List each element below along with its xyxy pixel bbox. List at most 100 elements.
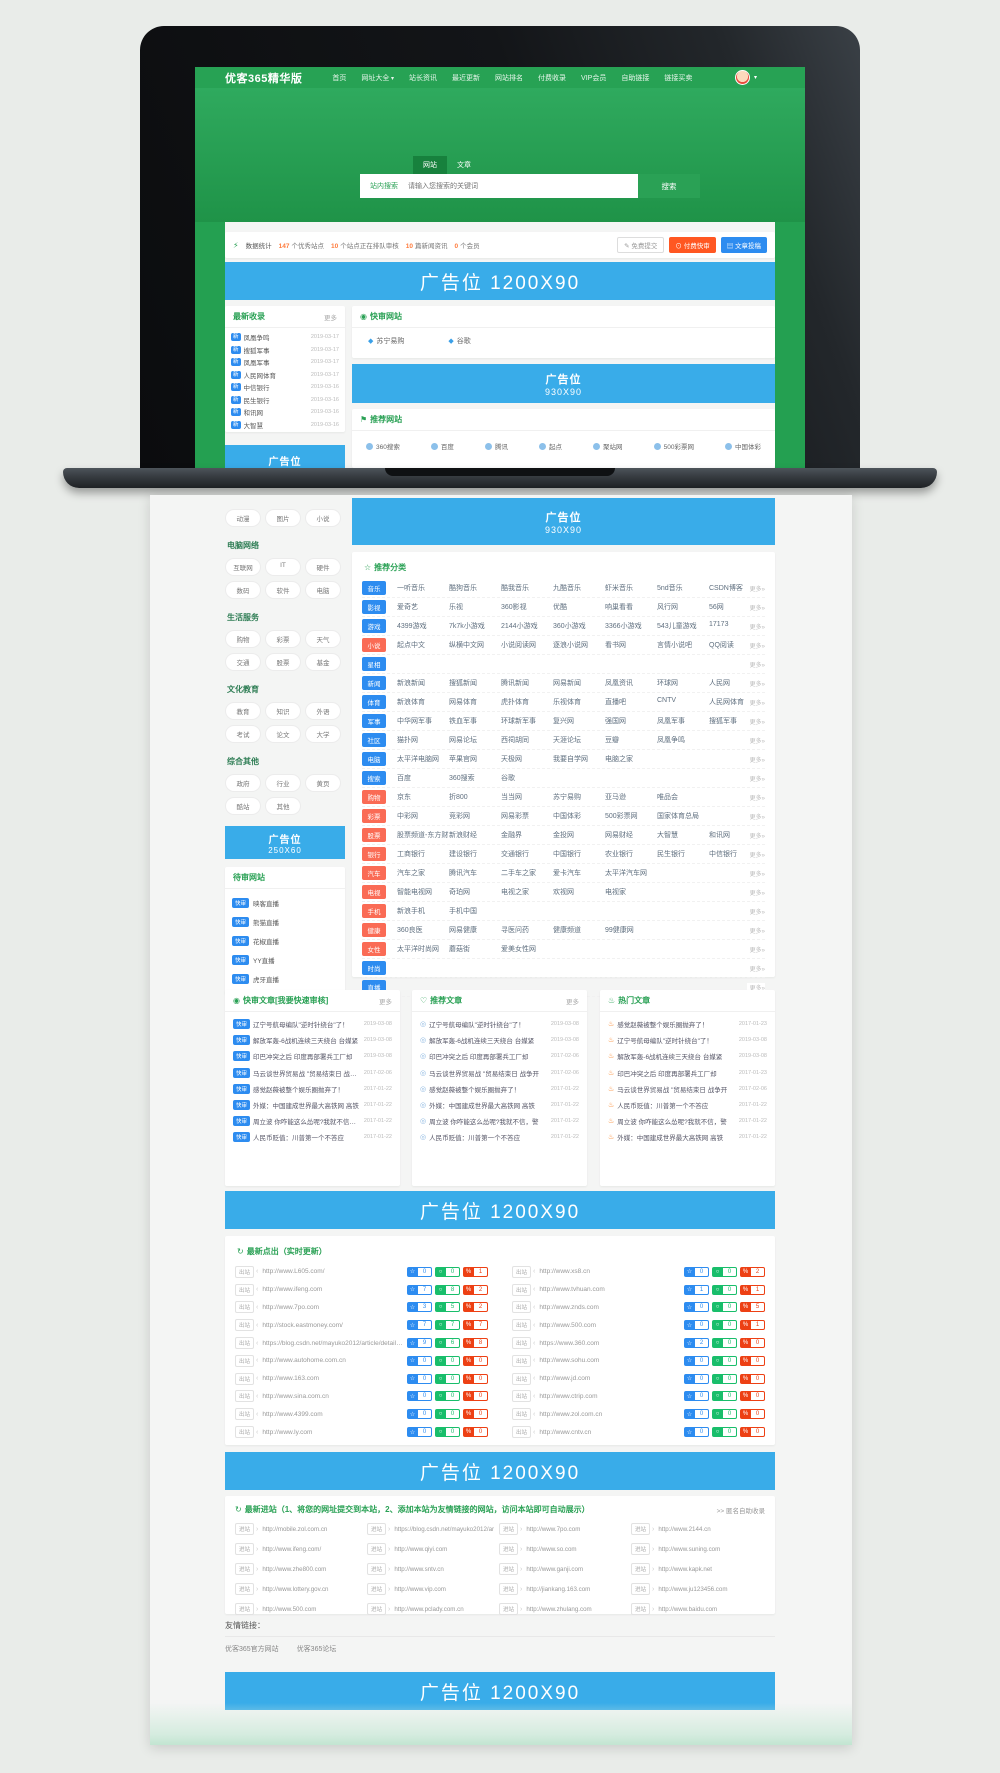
category-pill[interactable]: 酷站 (225, 797, 261, 815)
outbound-url[interactable]: http://www.zol.com.cn (539, 1410, 603, 1418)
article-title[interactable]: 印巴冲突之后 印度再部署兵工厂却 (253, 1054, 353, 1062)
article-item[interactable]: ♨ 周立波 你咋能这么怂呢?我就不信，警 2017-01-22 (608, 1113, 767, 1129)
outbound-url[interactable]: http://www.163.com (262, 1375, 320, 1383)
category-pill[interactable]: 知识 (265, 702, 301, 720)
article-title[interactable]: 辽宁号航母编队"逆时针绕台"了！ (429, 1022, 525, 1030)
article-title[interactable]: 人民币贬值：川普第一个不答应 (429, 1135, 521, 1143)
outbound-url[interactable]: https://www.360.com (539, 1339, 600, 1347)
site-link[interactable]: 99健康网 (605, 927, 634, 934)
site-link[interactable]: 环球网 (657, 680, 678, 687)
category-badge[interactable]: 汽车 (362, 866, 386, 880)
list-item[interactable]: 新人民网体育 2019-03-17 (231, 369, 339, 382)
category-badge[interactable]: 手机 (362, 904, 386, 918)
site-link[interactable]: 乐视体育 (553, 699, 581, 706)
recommend-site[interactable]: 聚站网 (593, 441, 623, 451)
more-link[interactable]: 更多» (746, 716, 765, 726)
site-link[interactable]: 电视家 (605, 889, 626, 896)
site-link[interactable]: 九酷音乐 (553, 585, 581, 592)
site-link[interactable]: 腾讯新闻 (501, 680, 529, 687)
site-link[interactable]: 和讯网 (709, 832, 730, 839)
site-link[interactable]: 中信银行 (709, 851, 737, 858)
list-item[interactable]: 新中信银行 2019-03-16 (231, 381, 339, 394)
category-pill[interactable]: 彩票 (265, 630, 301, 648)
inbound-url[interactable]: http://www.zhe800.com (262, 1565, 327, 1573)
article-item[interactable]: 快审 马云谈世界贸易战 "贸易结束日 战争开 2017-02-06 (233, 1065, 392, 1081)
site-link[interactable]: 建设银行 (449, 851, 477, 858)
inbound-url[interactable]: http://jiankang.163.com (526, 1585, 591, 1593)
more-link[interactable]: 更多 (566, 998, 579, 1006)
article-item[interactable]: ♨ 解放军轰-6战机连续三天绕台 台媒紧 2019-03-08 (608, 1048, 767, 1064)
more-link[interactable]: 更多» (746, 925, 765, 935)
article-item[interactable]: 快审 周立波 你咋能这么怂呢?我就不信，警 2017-01-22 (233, 1113, 392, 1129)
list-item[interactable]: 新凤凰军事 2019-03-17 (231, 356, 339, 369)
inbound-url[interactable]: http://www.pclady.com.cn (394, 1605, 464, 1613)
outbound-url[interactable]: http://www.4399.com (262, 1410, 323, 1418)
site-link[interactable]: CNTV (657, 697, 677, 704)
category-pill[interactable]: 政府 (225, 774, 261, 792)
site-link[interactable]: 苹果官网 (449, 756, 477, 763)
site-link[interactable]: 电视之家 (501, 889, 529, 896)
article-title[interactable]: 感觉赵薇被整个娱乐圈抛弃了！ (617, 1022, 709, 1030)
site-link[interactable]: 爱卡汽车 (553, 870, 581, 877)
site-link[interactable]: 543儿童游戏 (657, 623, 697, 630)
site-link[interactable]: 唯品会 (657, 794, 678, 801)
category-pill[interactable]: 电脑 (305, 581, 341, 599)
article-title[interactable]: 解放军轰-6战机连续三天绕台 台媒紧 (429, 1038, 535, 1046)
article-title[interactable]: 印巴冲突之后 印度再部署兵工厂却 (429, 1054, 529, 1062)
inbound-url[interactable]: http://www.zhulang.com (526, 1605, 592, 1613)
outbound-url[interactable]: http://www.500.com (539, 1321, 597, 1329)
site-link[interactable]: 交通银行 (501, 851, 529, 858)
article-title[interactable]: 马云谈世界贸易战 "贸易结束日 战争开 (617, 1086, 728, 1094)
article-title[interactable]: 周立波 你咋能这么怂呢?我就不信，警 (429, 1119, 539, 1127)
site-link[interactable]: 搜狐军事 (709, 718, 737, 725)
category-badge[interactable]: 购物 (362, 790, 386, 804)
article-item[interactable]: ♨ 感觉赵薇被整个娱乐圈抛弃了！ 2017-01-23 (608, 1016, 767, 1032)
inbound-url[interactable]: https://blog.csdn.net/mayuko2012/ar (394, 1525, 495, 1533)
ad-banner-930x90[interactable]: 广告位 930X90 (352, 364, 775, 403)
category-pill[interactable]: 其他 (265, 797, 301, 815)
site-name[interactable]: 民生银行 (243, 397, 270, 405)
inbound-url[interactable]: http://www.vip.com (394, 1585, 446, 1593)
more-link[interactable]: 更多» (746, 602, 765, 612)
latest-sites-more[interactable]: 更多 (324, 314, 337, 322)
more-link[interactable]: 更多» (746, 792, 765, 802)
article-title[interactable]: 人民币贬值：川普第一个不答应 (253, 1135, 345, 1143)
site-link[interactable]: 4399游戏 (397, 623, 427, 630)
list-item[interactable]: 快审 映客直播 (232, 893, 338, 912)
site-link[interactable]: 工商银行 (397, 851, 425, 858)
site-link[interactable]: 蘑菇街 (449, 946, 470, 953)
site-link[interactable]: 汽车之家 (397, 870, 425, 877)
inbound-url[interactable]: http://mobile.zol.com.cn (262, 1525, 328, 1533)
outbound-url[interactable]: http://www.xs8.cn (539, 1268, 590, 1276)
list-item[interactable]: 新搜狐军事 2019-03-17 (231, 344, 339, 357)
category-pill[interactable]: 动漫 (225, 509, 261, 527)
category-pill[interactable]: 基金 (305, 653, 341, 671)
site-link[interactable]: 虾米音乐 (605, 585, 633, 592)
site-link[interactable]: 优酷 (553, 604, 567, 611)
article-item[interactable]: ◎ 解放军轰-6战机连续三天绕台 台媒紧 2019-03-08 (420, 1032, 579, 1048)
article-item[interactable]: ◎ 周立波 你咋能这么怂呢?我就不信，警 2017-01-22 (420, 1113, 579, 1129)
site-link[interactable]: 凤凰争鸣 (657, 737, 685, 744)
inbound-url[interactable]: http://www.sntv.cn (394, 1565, 444, 1573)
site-link[interactable]: 起点中文 (397, 642, 425, 649)
list-item[interactable]: 快审 虎牙直播 (232, 969, 338, 988)
site-link[interactable]: 金融界 (501, 832, 522, 839)
site-logo[interactable]: 优客365精华版 (225, 72, 303, 85)
article-title[interactable]: 辽宁号航母编队"逆时针绕台"了！ (617, 1038, 713, 1046)
category-badge[interactable]: 彩票 (362, 809, 386, 823)
site-link[interactable]: 手机中国 (449, 908, 477, 915)
site-link[interactable]: 人民网 (709, 680, 730, 687)
article-item[interactable]: ♨ 马云谈世界贸易战 "贸易结束日 战争开 2017-02-06 (608, 1081, 767, 1097)
recommend-site[interactable]: 腾讯 (484, 441, 508, 451)
article-title[interactable]: 感觉赵薇被整个娱乐圈抛弃了！ (429, 1086, 521, 1094)
site-name[interactable]: 中信银行 (243, 385, 270, 393)
site-link[interactable]: 3366小游戏 (605, 623, 642, 630)
inbound-url[interactable]: http://www.500.com (262, 1605, 317, 1613)
site-link[interactable]: 电脑之家 (605, 756, 633, 763)
inbound-url[interactable]: http://www.7po.com (526, 1525, 581, 1533)
article-title[interactable]: 外媒：中国建成世界最大高铁网 高铁 (617, 1135, 724, 1143)
category-badge[interactable]: 社区 (362, 733, 386, 747)
site-link[interactable]: 苏宁易购 (553, 794, 581, 801)
site-link[interactable]: CSDN博客 (709, 585, 743, 592)
article-title[interactable]: 解放军轰-6战机连续三天绕台 台媒紧 (253, 1038, 359, 1046)
